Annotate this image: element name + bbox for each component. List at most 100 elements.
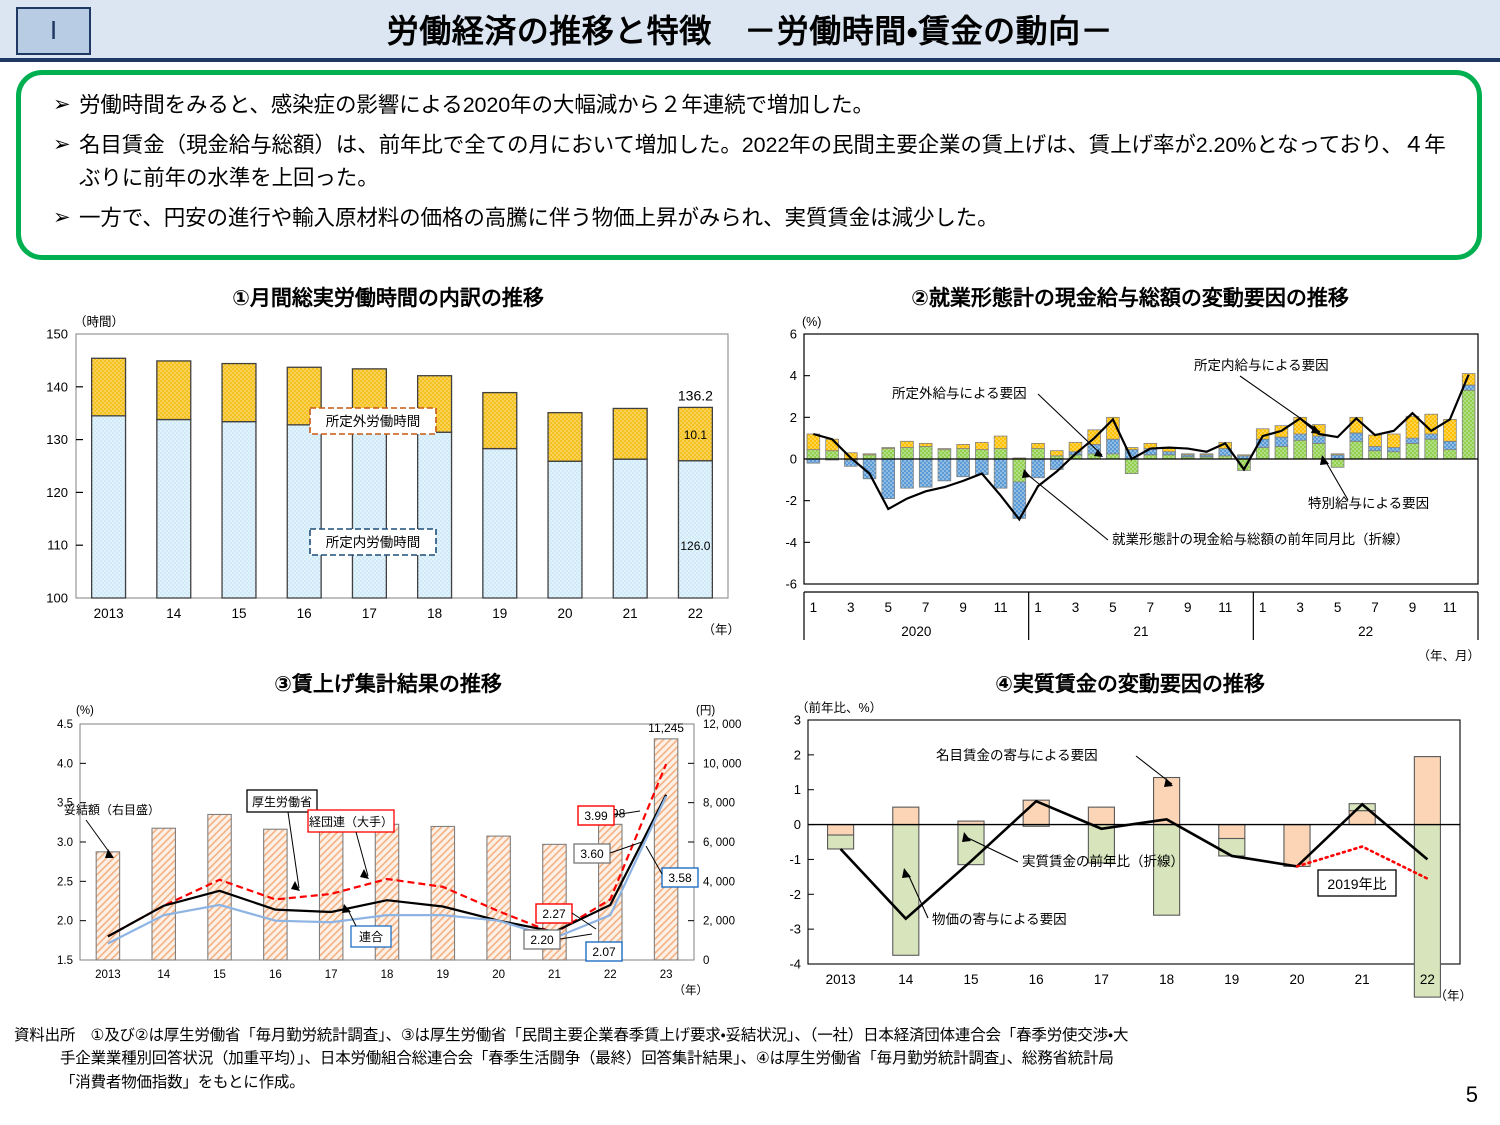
summary-bullet-text: 名目賃金（現金給与総額）は、前年比で全ての月において増加した。2022年の民間主… [79, 132, 1446, 191]
chart3-ytick-right: 0 [703, 955, 709, 967]
chart3-leader-line [85, 819, 113, 857]
chart4-annotation-2019: 2019年比 [1327, 876, 1386, 892]
summary-bullet: ➢ 名目賃金（現金給与総額）は、前年比で全ての月において増加した。2022年の民… [39, 129, 1459, 196]
chart2-bar-segment [1349, 440, 1364, 460]
chart4-xtick: 18 [1159, 972, 1174, 987]
chart3-leader-line [613, 810, 641, 816]
chart1-ytick: 130 [46, 432, 68, 447]
chart3-arrow-head [342, 904, 351, 913]
chart2-bar-segment [1386, 433, 1401, 448]
chart1-bar-segment-regular [612, 458, 648, 599]
chart2-leader-line [1037, 393, 1103, 456]
chart2-bar-segment [1255, 447, 1270, 460]
chart3-callout-mhlw-2022-box [523, 929, 561, 950]
chart2-ytick: -4 [785, 535, 797, 550]
chart2-bar-segment [806, 433, 821, 451]
chart2-bar-segment [1031, 458, 1045, 479]
chart2-xtick: 1 [810, 600, 818, 615]
chart3-right-unit-label: (円) [696, 705, 715, 717]
chart1-xtick: 2013 [94, 606, 124, 621]
chart2-bar-segment [881, 447, 896, 449]
chart2-ytick: -6 [785, 577, 797, 592]
chart2-xtick: 3 [1296, 600, 1304, 615]
chart4-arrow-head [962, 832, 971, 842]
chart4-bar-segment [827, 824, 855, 836]
chart2-bar-segment [993, 448, 1008, 460]
chart2-bar-segment [1368, 434, 1382, 447]
chart3-annotation-settlement: 妥結額（右目盛） [64, 802, 160, 817]
chart3-callout-mhlw-2022-text: 2.20 [530, 933, 554, 947]
chart4-arrow-head [902, 868, 911, 878]
chart3-annotation-mhlw-box [246, 789, 318, 813]
chart2-bar-segment [1162, 448, 1176, 453]
chart2-bar-segment [1461, 389, 1476, 460]
chart2-bar-segment [1124, 458, 1139, 474]
chart3-leader-line [355, 831, 369, 877]
chart2-arrow-head [1311, 425, 1321, 434]
chart3-xtick: 17 [325, 969, 338, 981]
chart4-ytick: -3 [789, 922, 801, 937]
chart1-bar-segment-overtime [677, 406, 714, 462]
chart2-xaxis-label: （年、月） [1417, 649, 1480, 663]
chart4-bar-segment [1087, 824, 1115, 864]
chart1-xtick: 14 [166, 606, 182, 621]
chart3-xtick: 2013 [95, 969, 121, 981]
chart3-line-mhlw [107, 794, 668, 938]
chart2-annotation-special: 特別給与による要因 [1308, 496, 1429, 511]
summary-bullet: ➢ 一方で、円安の進行や輸入原材料の価格の高騰に伴う物価上昇がみられ、実質賃金は… [39, 202, 1459, 236]
chart4-bar-segment [1218, 824, 1246, 840]
chart3-bar [95, 851, 121, 961]
chart2-bar-segment [1424, 438, 1438, 460]
chart4-xtick: 20 [1289, 972, 1304, 987]
chart3-ytick-right: 6, 000 [703, 837, 735, 849]
chart3-bar [263, 828, 288, 961]
chart1-overtime-callout-box [309, 407, 437, 435]
chart2-bar-segment [1293, 433, 1307, 441]
footnote-line-3: 「消費者物価指数」をもとに作成。 [60, 1073, 305, 1091]
chart3-callout-mhlw-2023-box [573, 843, 611, 864]
chart1-bar-segment-overtime [547, 412, 583, 462]
chart2-xtick: 9 [959, 600, 967, 615]
chart2-xtick: 1 [1034, 600, 1042, 615]
chart2-bar-segment [1106, 453, 1120, 460]
chart3-callout-rengo-2022-text: 2.07 [592, 945, 616, 959]
chart2-bar-segment [975, 441, 989, 451]
chart3-ytick-left: 3.5 [57, 798, 73, 810]
chart1-ytick: 140 [46, 379, 68, 394]
chart3-callout-rengo-2022-box [585, 941, 623, 962]
chart3-ytick-right: 4, 000 [703, 876, 735, 888]
chart2-xtick: 11 [1443, 600, 1457, 615]
chart4-annotation-price: 物価の寄与による要因 [932, 912, 1067, 927]
chart-panel-4: ④実質賃金の変動要因の推移 （前年比、%） -4 -3 -2 -1 0 1 2 3 2013 14 1… [760, 668, 1500, 1016]
chart1-regular-value: 126.0 [680, 539, 710, 553]
chart2-bar-segment [825, 450, 839, 460]
chart1-xtick: 19 [492, 606, 507, 621]
chart1-svg: （時間） 100 110 120 130 140 150 2013 14 15 16 17 18 19 20… [46, 315, 740, 637]
chart3-xaxis-label: （年） [674, 983, 709, 997]
chart3-xtick: 16 [269, 969, 282, 981]
chart2-total-line [813, 374, 1470, 522]
chart2-unit-label: (%) [802, 315, 821, 329]
chart2-ytick: 4 [790, 368, 797, 383]
chart3-bar [486, 835, 511, 961]
bullet-arrow-icon: ➢ [53, 132, 71, 156]
chart4-ytick: -2 [789, 887, 801, 902]
chart1-xtick: 18 [427, 606, 442, 621]
chart4-xtick: 15 [963, 972, 978, 987]
chart2-xgroup-label: 21 [1133, 624, 1148, 639]
chart2-xtick: 7 [1147, 600, 1155, 615]
summary-bullet: ➢ 労働時間をみると、感染症の影響による2020年の大幅減から２年連続で増加した… [39, 89, 1459, 123]
chart1-unit-label: （時間） [74, 315, 124, 329]
chart4-2019-comparison-line [1295, 845, 1429, 880]
chart4-xtick: 14 [898, 972, 914, 987]
chart2-bar-segment [806, 449, 821, 460]
chart2-bar-segment [1349, 432, 1364, 442]
chart1-ytick: 110 [47, 538, 68, 553]
section-number: Ⅰ [49, 18, 58, 45]
chart4-title: ④実質賃金の変動要因の推移 [995, 673, 1265, 696]
chart1-bar-segment-regular [677, 460, 714, 599]
chart2-bar-segment [1106, 438, 1120, 455]
chart4-bar-segment [1283, 824, 1311, 867]
chart1-overtime-callout-label: 所定外労働時間 [326, 414, 421, 429]
summary-bullet-text: 一方で、円安の進行や輸入原材料の価格の高騰に伴う物価上昇がみられ、実質賃金は減少… [79, 205, 999, 230]
